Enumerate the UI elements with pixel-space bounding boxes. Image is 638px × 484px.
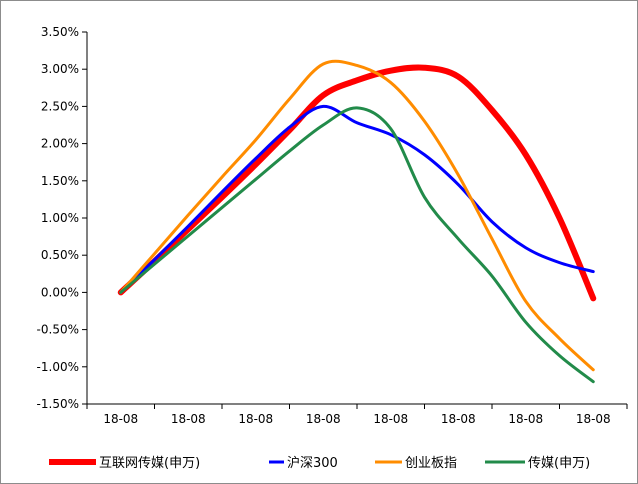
y-tick-label: -0.50% xyxy=(37,323,79,337)
series-line-1 xyxy=(117,64,597,302)
x-tick-label: 18-08 xyxy=(508,412,543,426)
legend-label-2: 沪深300 xyxy=(287,455,338,471)
y-tick-label: -1.00% xyxy=(37,360,79,374)
y-tick-label: 1.00% xyxy=(41,211,79,225)
y-tick-label: 0.50% xyxy=(41,248,79,262)
y-tick-label: 2.00% xyxy=(41,137,79,151)
series-line-3 xyxy=(119,59,595,372)
y-tick-label: 1.50% xyxy=(41,174,79,188)
x-tick-label: 18-08 xyxy=(441,412,476,426)
y-tick-label: 0.00% xyxy=(41,285,79,299)
x-tick-label: 18-08 xyxy=(171,412,206,426)
x-tick-label: 18-08 xyxy=(373,412,408,426)
x-tick-label: 18-08 xyxy=(238,412,273,426)
y-tick-label: -1.50% xyxy=(37,397,79,411)
legend-label-1: 互联网传媒(申万) xyxy=(99,456,200,471)
series-line-4 xyxy=(119,106,595,384)
x-tick-label: 18-08 xyxy=(103,412,138,426)
series-line-2 xyxy=(119,104,595,294)
y-tick-label: 2.50% xyxy=(41,99,79,113)
legend-label-4: 传媒(申万) xyxy=(528,456,590,471)
x-tick-label: 18-08 xyxy=(306,412,341,426)
y-tick-label: 3.50% xyxy=(41,25,79,39)
y-tick-label: 3.00% xyxy=(41,62,79,76)
x-tick-label: 18-08 xyxy=(576,412,611,426)
legend-label-3: 创业板指 xyxy=(405,456,457,471)
